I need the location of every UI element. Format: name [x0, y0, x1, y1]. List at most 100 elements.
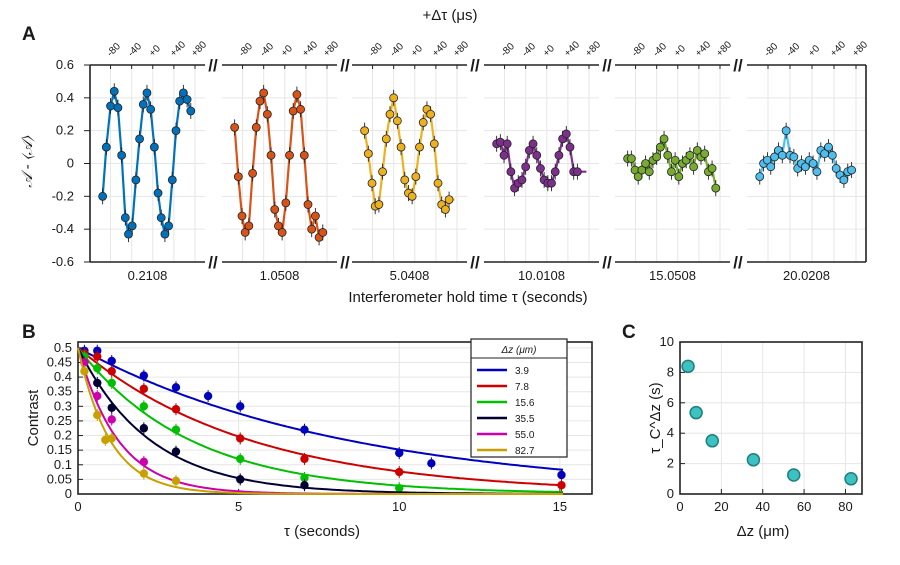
- a-break-marker: //: [470, 253, 480, 272]
- a-data-point: [120, 213, 130, 223]
- panel-b-label: B: [22, 322, 36, 343]
- a-top-tick-label: -40: [388, 41, 406, 59]
- a-data-point: [288, 106, 298, 116]
- a-data-point: [644, 167, 654, 177]
- b-fit-curve: [77, 347, 564, 493]
- a-break-gap: [206, 256, 220, 268]
- a-break-marker: //: [733, 253, 743, 272]
- b-ytick-label: 0.35: [47, 384, 72, 399]
- a-data-point: [389, 93, 399, 103]
- b-data-point: [203, 391, 213, 401]
- a-hold-time-label: 5.0408: [390, 268, 430, 283]
- a-top-tick-label: +40: [693, 39, 713, 59]
- a-break-gap: [338, 256, 352, 268]
- panel-c-xlabel: Δz (μm): [737, 523, 790, 540]
- b-data-point: [107, 415, 116, 424]
- a-hold-time-label: 20.0208: [783, 268, 830, 283]
- b-data-point: [236, 402, 245, 411]
- a-data-point: [363, 149, 373, 159]
- b-data-point: [107, 378, 116, 388]
- b-data-point: [395, 448, 404, 458]
- c-data-point: [746, 453, 761, 467]
- a-data-point: [847, 165, 856, 175]
- a-data-point: [626, 154, 636, 163]
- a-data-point: [652, 152, 662, 162]
- a-data-point: [318, 228, 328, 237]
- a-data-point: [296, 104, 306, 114]
- b-fit-curve: [77, 347, 564, 495]
- a-break-marker: //: [208, 253, 218, 272]
- c-xtick-label: 40: [755, 499, 769, 514]
- b-fit-curve: [77, 346, 564, 471]
- a-data-point: [262, 109, 272, 119]
- a-top-tick-label: -80: [762, 41, 780, 59]
- b-data-point: [139, 457, 149, 467]
- a-data-point: [186, 106, 196, 116]
- a-data-point: [106, 101, 115, 111]
- c-axes-frame: [679, 341, 863, 495]
- b-ytick-label: 0.2: [54, 428, 72, 443]
- panel-a: A +Δτ (μs) 𝒜 - ⟨𝒜⟩ Interferometer hold t…: [19, 7, 870, 306]
- a-data-point: [663, 150, 673, 160]
- a-data-point: [777, 150, 787, 160]
- b-data-point: [93, 352, 102, 361]
- a-data-point: [117, 150, 127, 160]
- b-ytick-label: 0: [65, 486, 72, 501]
- a-data-point: [808, 159, 818, 168]
- b-legend-label: 15.6: [515, 398, 535, 409]
- b-data-point: [171, 425, 181, 434]
- c-xtick-label: 60: [797, 499, 811, 514]
- b-data-point: [171, 476, 181, 486]
- b-ytick-label: 0.1: [54, 457, 72, 472]
- a-data-point: [550, 167, 560, 177]
- a-data-point: [259, 88, 269, 98]
- b-data-point: [139, 402, 149, 411]
- b-ytick-label: 0.15: [47, 442, 72, 457]
- a-data-point: [230, 122, 240, 132]
- a-top-tick-label: +80: [714, 39, 734, 59]
- a-data-point: [554, 150, 564, 160]
- b-fit-curve: [77, 347, 564, 487]
- a-data-point: [244, 221, 254, 231]
- a-top-tick-label: -80: [630, 41, 648, 59]
- a-data-point: [171, 126, 181, 136]
- a-data-point: [565, 142, 575, 152]
- a-top-tick-label: +0: [806, 43, 822, 59]
- a-data-point: [127, 221, 137, 231]
- a-data-point: [381, 134, 391, 144]
- a-top-tick-label: +40: [300, 39, 320, 59]
- a-data-point: [248, 168, 257, 178]
- b-data-point: [107, 356, 116, 366]
- b-data-point: [107, 403, 116, 412]
- a-data-point: [670, 155, 680, 165]
- b-legend-box: [470, 338, 568, 458]
- b-data-point: [139, 371, 149, 380]
- c-data-point: [844, 472, 858, 486]
- a-data-point: [532, 150, 542, 160]
- a-data-point: [440, 205, 450, 214]
- a-top-tick-label: +80: [583, 39, 603, 59]
- b-legend-label: 82.7: [515, 446, 535, 457]
- a-top-tick-label: +80: [850, 39, 870, 59]
- a-ytick-label: -0.6: [52, 254, 74, 269]
- a-top-tick-label: +0: [279, 43, 295, 59]
- a-data-point: [418, 118, 428, 127]
- panel-c-label: C: [622, 322, 636, 343]
- b-data-point: [236, 434, 245, 443]
- a-data-point: [153, 188, 163, 198]
- a-hold-time-label: 0.2108: [128, 268, 168, 283]
- a-data-point: [164, 221, 174, 231]
- b-data-point: [557, 470, 566, 480]
- a-data-point: [310, 211, 320, 221]
- b-legend-label: 7.8: [515, 382, 529, 393]
- a-data-point: [266, 150, 276, 160]
- a-data-point: [766, 162, 776, 172]
- a-data-point: [360, 126, 370, 136]
- a-data-point: [426, 109, 436, 119]
- c-ytick-label: 6: [667, 395, 674, 410]
- a-break-gap: [468, 59, 482, 71]
- a-data-point: [781, 126, 791, 136]
- b-data-point: [93, 391, 102, 401]
- a-top-tick-label: -40: [258, 41, 276, 59]
- a-data-point: [138, 100, 148, 109]
